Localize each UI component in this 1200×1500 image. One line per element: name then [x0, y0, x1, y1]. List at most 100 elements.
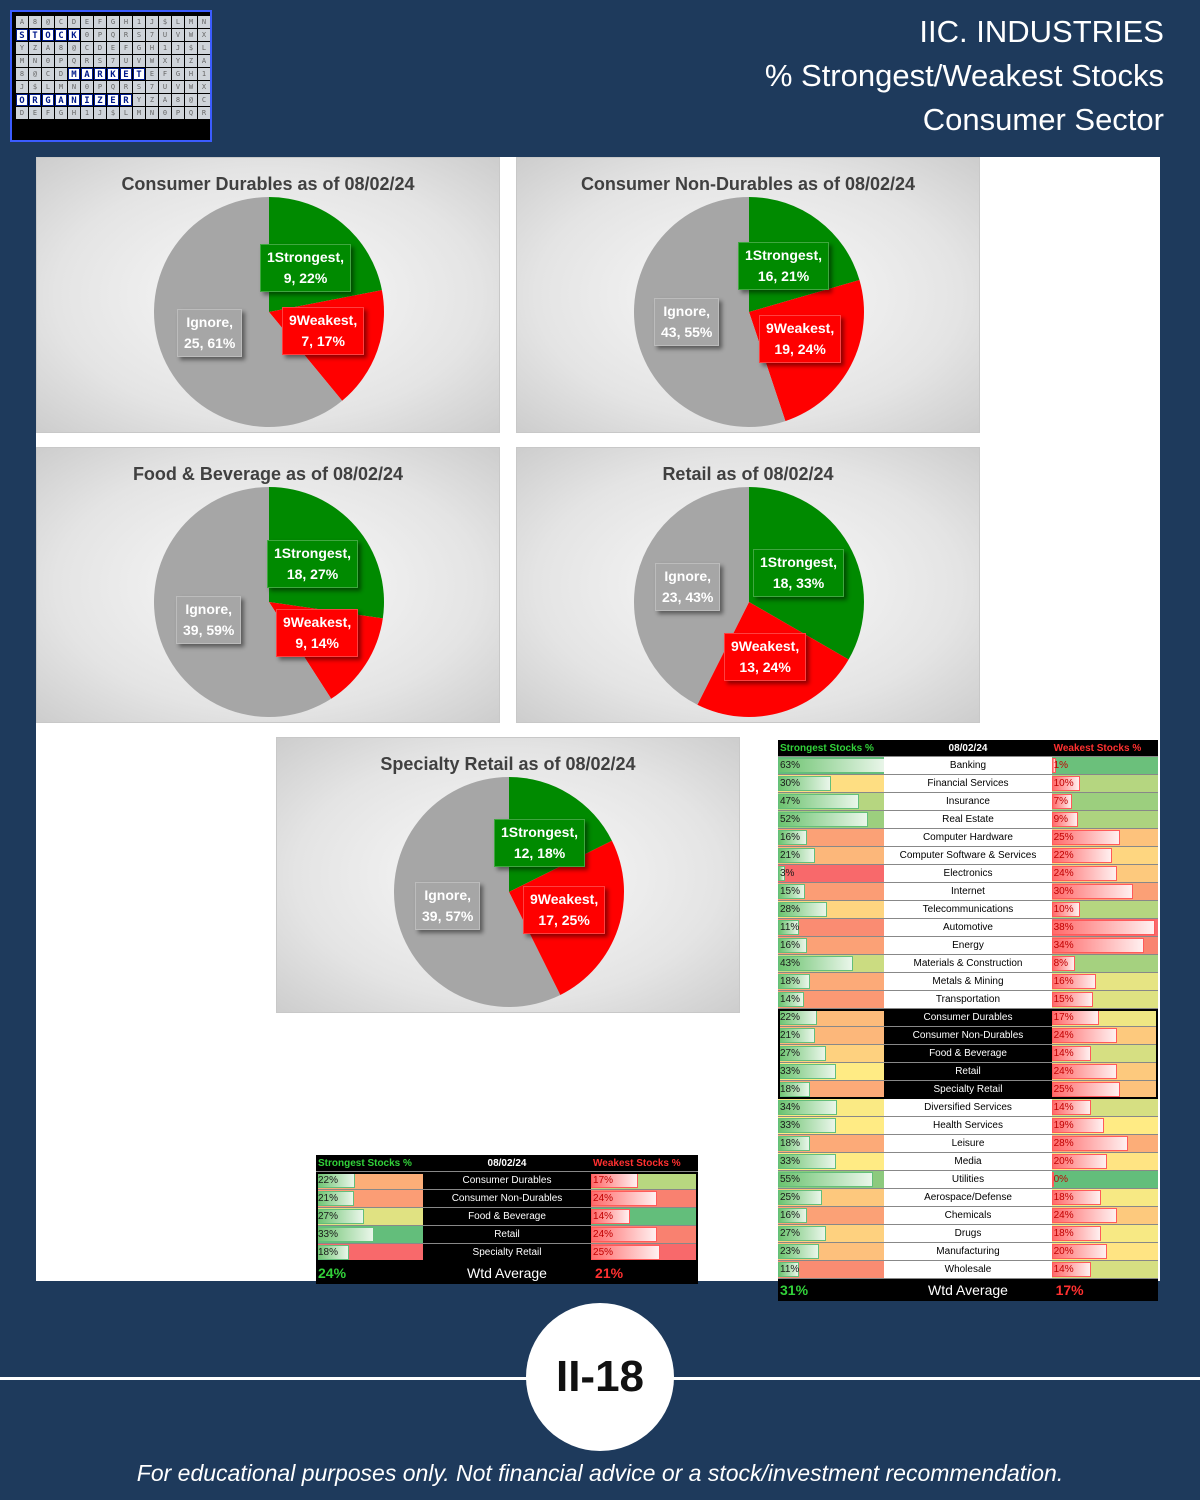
- strongest-data-bar: [778, 1208, 808, 1223]
- weighted-average-row: 31% Wtd Average 17%: [778, 1279, 1158, 1302]
- logo-filler-cell: H: [185, 68, 197, 80]
- logo-filler-cell: M: [16, 55, 28, 67]
- table-row: 52% Real Estate 9%: [778, 810, 1158, 829]
- weakest-pct-cell: 20%: [1051, 1152, 1158, 1171]
- pie-label-strongest: 1Strongest, 16, 21%: [738, 242, 830, 290]
- logo-filler-cell: D: [68, 16, 80, 28]
- logo-letter: O: [16, 94, 28, 106]
- logo-filler-cell: 0: [81, 29, 93, 41]
- strongest-data-bar: [778, 794, 860, 809]
- strongest-data-bar: [778, 956, 853, 971]
- logo-letter: S: [16, 29, 28, 41]
- weakest-data-bar: [1051, 902, 1081, 917]
- strongest-pct-value: 55%: [780, 1174, 801, 1185]
- weakest-pct-cell: 10%: [1051, 900, 1158, 919]
- logo-filler-cell: A: [16, 16, 28, 28]
- pie-label-value: 18, 33%: [772, 575, 825, 591]
- industry-name: Aerospace/Defense: [884, 1188, 1052, 1207]
- strongest-data-bar: [778, 974, 811, 989]
- pie-label-weakest: 9Weakest, 13, 24%: [724, 633, 807, 681]
- weakest-data-bar: [1051, 1136, 1129, 1151]
- strongest-pct-cell: 33%: [316, 1225, 423, 1244]
- industry-name: Real Estate: [884, 810, 1052, 829]
- avg-strongest: 31%: [780, 1282, 809, 1298]
- logo-filler-cell: @: [68, 42, 80, 54]
- logo-filler-cell: H: [68, 107, 80, 119]
- strongest-pct-value: 27%: [780, 1228, 801, 1239]
- weakest-pct-value: 17%: [1053, 1012, 1074, 1023]
- pie-label-weakest: 9Weakest, 7, 17%: [282, 307, 365, 355]
- strongest-pct-value: 11%: [780, 922, 800, 933]
- pie-label-name: Ignore,: [185, 601, 233, 617]
- logo-filler-cell: M: [185, 16, 197, 28]
- logo-filler-cell: G: [55, 107, 67, 119]
- logo-filler-cell: D: [55, 68, 67, 80]
- pie-label-name: 1Strongest,: [267, 249, 345, 265]
- table-row: 18% Specialty Retail 25%: [778, 1080, 1158, 1099]
- pie-label-value: 19, 24%: [774, 341, 826, 357]
- avg-label: Wtd Average: [928, 1282, 1008, 1298]
- strongest-pct-cell: 18%: [778, 1080, 885, 1099]
- strongest-data-bar: [778, 866, 786, 881]
- strongest-pct-value: 23%: [780, 1246, 801, 1257]
- weakest-pct-value: 25%: [593, 1247, 614, 1258]
- weakest-pct-cell: 28%: [1051, 1134, 1158, 1153]
- strongest-pct-value: 21%: [780, 850, 801, 861]
- weakest-data-bar: [1051, 866, 1118, 881]
- weakest-pct-value: 0%: [1053, 1174, 1069, 1185]
- industry-name: Chemicals: [884, 1206, 1052, 1225]
- logo-filler-cell: Z: [185, 55, 197, 67]
- logo-filler-cell: S: [133, 29, 145, 41]
- strongest-data-bar: [778, 1118, 836, 1133]
- strongest-pct-cell: 18%: [778, 1134, 885, 1153]
- table-row: 25% Aerospace/Defense 18%: [778, 1188, 1158, 1207]
- weakest-pct-cell: 24%: [1051, 1026, 1158, 1045]
- weakest-pct-cell: 20%: [1051, 1242, 1158, 1261]
- strongest-pct-cell: 21%: [316, 1189, 423, 1208]
- table-header-row: Strongest Stocks % 08/02/24 Weakest Stocks…: [778, 740, 1158, 757]
- industry-name: Specialty Retail: [422, 1243, 592, 1262]
- strongest-pct-value: 3%: [780, 868, 795, 879]
- table-row: 34% Diversified Services 14%: [778, 1098, 1158, 1117]
- strongest-pct-cell: 21%: [778, 1026, 885, 1045]
- pie-label-weakest: 9Weakest, 19, 24%: [759, 315, 842, 363]
- logo-filler-cell: $: [29, 81, 41, 93]
- strongest-pct-value: 27%: [780, 1048, 801, 1059]
- strongest-pct-cell: 14%: [778, 990, 885, 1009]
- industry-name: Consumer Durables: [422, 1171, 592, 1190]
- table-row: 33% Retail 24%: [316, 1225, 698, 1244]
- header-date: 08/02/24: [884, 740, 1052, 757]
- pie-svg: [633, 197, 864, 428]
- pie-title: Consumer Non-Durables as of 08/02/24: [580, 174, 916, 194]
- logo-filler-cell: X: [159, 55, 171, 67]
- strongest-pct-cell: 18%: [316, 1243, 423, 1262]
- weakest-data-bar: [1051, 794, 1073, 809]
- strongest-data-bar: [778, 1262, 799, 1277]
- data-table: Strongest Stocks % 08/02/24 Weakest Stocks…: [316, 1155, 698, 1284]
- table-header-row: Strongest Stocks % 08/02/24 Weakest Stocks…: [316, 1155, 698, 1172]
- logo-filler-cell: Q: [107, 29, 119, 41]
- strongest-data-bar: [778, 812, 868, 827]
- industry-name: Health Services: [884, 1116, 1052, 1135]
- table-row: 15% Internet 30%: [778, 882, 1158, 901]
- pie-label-name: 9Weakest,: [766, 320, 835, 336]
- logo-filler-cell: F: [42, 107, 54, 119]
- logo-letter: Z: [94, 94, 106, 106]
- weakest-data-bar: [1051, 884, 1134, 899]
- weakest-pct-cell: 9%: [1051, 810, 1158, 829]
- weakest-data-bar: [1051, 1190, 1102, 1205]
- weakest-pct-value: 25%: [1053, 1084, 1074, 1095]
- strongest-pct-value: 30%: [780, 778, 801, 789]
- strongest-pct-cell: 33%: [778, 1116, 885, 1135]
- pie-label-value: 7, 17%: [301, 333, 345, 349]
- weakest-pct-value: 38%: [1053, 922, 1074, 933]
- weakest-pct-value: 17%: [593, 1175, 614, 1186]
- logo-letter: E: [120, 68, 132, 80]
- strongest-data-bar: [778, 902, 828, 917]
- logo-filler-cell: 7: [146, 81, 158, 93]
- avg-weakest: 17%: [1055, 1282, 1084, 1298]
- strongest-pct-value: 34%: [780, 1102, 801, 1113]
- logo-filler-cell: C: [81, 42, 93, 54]
- header-date: 08/02/24: [422, 1155, 592, 1172]
- logo-filler-cell: P: [172, 107, 184, 119]
